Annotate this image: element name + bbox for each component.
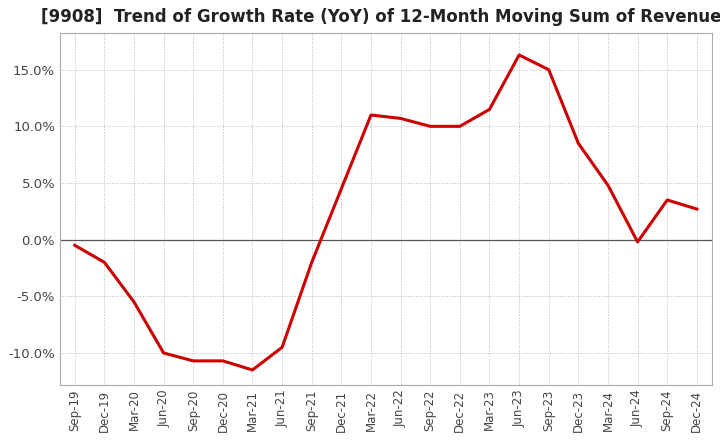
Title: [9908]  Trend of Growth Rate (YoY) of 12-Month Moving Sum of Revenues: [9908] Trend of Growth Rate (YoY) of 12-… xyxy=(40,8,720,26)
